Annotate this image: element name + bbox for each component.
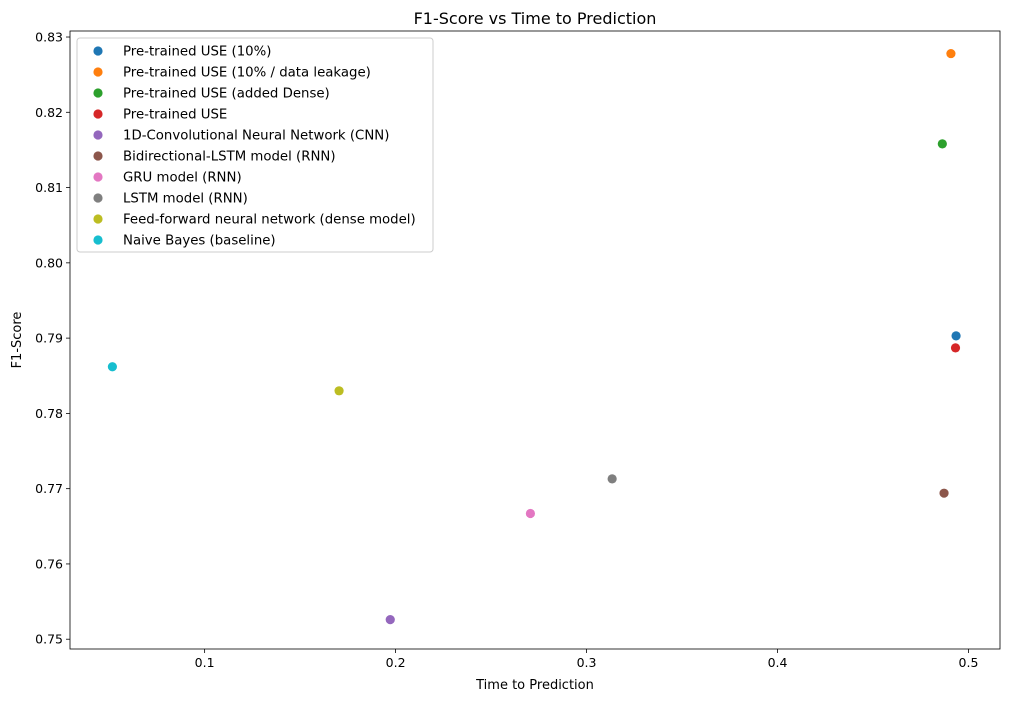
x-tick-label: 0.2	[386, 655, 406, 670]
legend-label: Pre-trained USE (10% / data leakage)	[123, 66, 371, 81]
y-tick-label: 0.79	[35, 331, 63, 346]
data-point	[107, 362, 117, 372]
data-point	[950, 343, 961, 353]
legend-label: Feed-forward neural network (dense model…	[123, 213, 416, 228]
data-point	[525, 508, 536, 519]
data-point	[937, 139, 947, 149]
legend-marker	[93, 172, 103, 182]
x-axis-label: Time to Prediction	[475, 678, 594, 693]
x-tick-label: 0.5	[959, 655, 979, 670]
legend-marker	[93, 214, 103, 224]
data-point	[946, 48, 956, 59]
legend-marker	[93, 88, 103, 98]
legend-marker	[93, 46, 103, 56]
legend-label: Pre-trained USE	[123, 108, 227, 123]
legend-items: Pre-trained USE (10%) Pre-trained USE (10…	[93, 45, 416, 249]
legend-box	[76, 37, 434, 253]
y-tick-label: 0.80	[35, 255, 63, 270]
x-tick-label: 0.4	[768, 655, 788, 670]
legend-label: Bidirectional-LSTM model (RNN)	[123, 150, 336, 165]
x-tick-label: 0.1	[195, 655, 215, 670]
data-points	[107, 48, 961, 625]
legend-marker	[93, 235, 103, 245]
legend-marker	[93, 67, 103, 77]
legend-label: Pre-trained USE (added Dense)	[123, 87, 330, 102]
plot-frame	[69, 30, 1001, 650]
y-tick-label: 0.77	[35, 481, 63, 496]
y-tick-label: 0.83	[35, 30, 63, 45]
legend-marker	[93, 151, 103, 161]
legend-label: Pre-trained USE (10%)	[123, 45, 271, 60]
data-point	[607, 474, 617, 484]
y-tick-label: 0.82	[35, 105, 63, 120]
y-tick-label: 0.76	[35, 556, 63, 571]
legend-label: 1D-Convolutional Neural Network (CNN)	[123, 129, 389, 144]
data-point	[939, 488, 949, 498]
y-axis-ticks: 0.75 0.76 0.77 0.78 0.79 0.80 0.81 0.82 0.83	[35, 30, 70, 647]
y-axis-label: F1-Score	[10, 312, 25, 369]
data-point	[385, 615, 395, 625]
legend-marker	[93, 109, 103, 119]
y-tick-label: 0.75	[35, 632, 63, 647]
data-point	[334, 386, 344, 396]
legend-label: LSTM model (RNN)	[123, 192, 248, 207]
x-axis-ticks: 0.1 0.2 0.3 0.4 0.5	[195, 649, 979, 670]
y-tick-label: 0.81	[35, 180, 63, 195]
x-tick-label: 0.3	[577, 655, 597, 670]
data-point	[951, 331, 961, 341]
y-tick-label: 0.78	[35, 406, 63, 421]
legend: Pre-trained USE (10%) Pre-trained USE (10…	[76, 37, 434, 253]
legend-marker	[93, 193, 103, 203]
legend-marker	[93, 130, 103, 140]
legend-label: GRU model (RNN)	[123, 171, 242, 186]
legend-label: Naive Bayes (baseline)	[123, 234, 276, 249]
chart-title: F1-Score vs Time to Prediction	[414, 9, 657, 28]
